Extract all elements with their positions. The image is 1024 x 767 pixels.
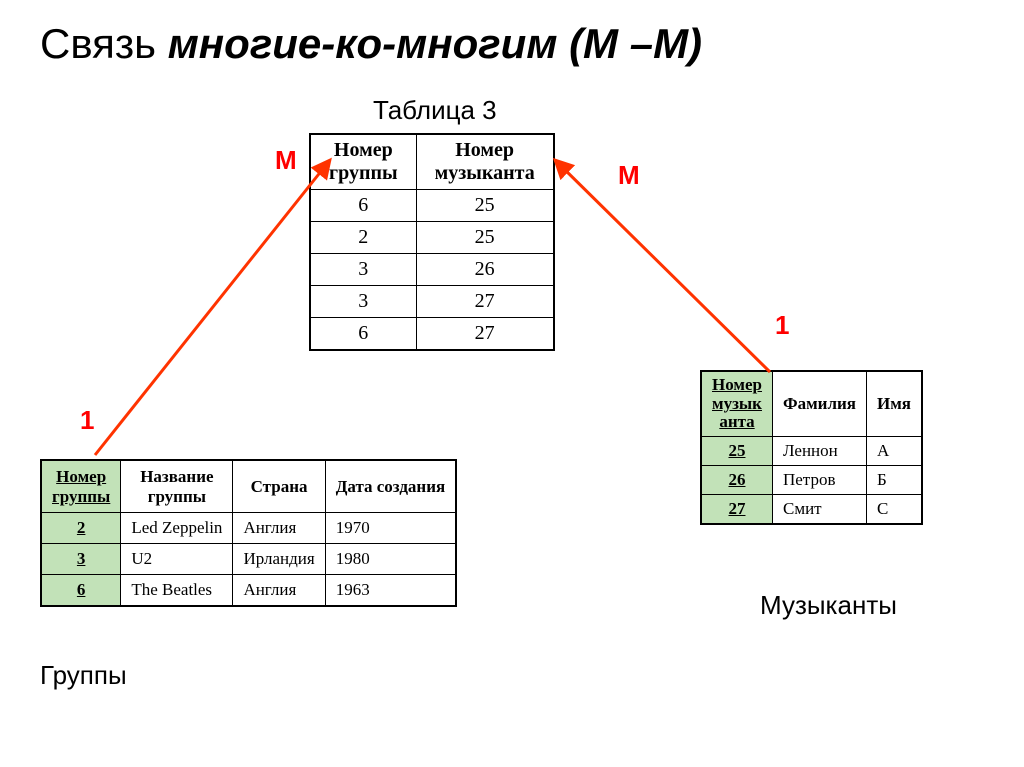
table-row: 6 25 <box>310 190 554 222</box>
table-row: 26 Петров Б <box>701 466 922 495</box>
table-row: 25 Леннон А <box>701 437 922 466</box>
junction-col-0: Номергруппы <box>310 134 416 190</box>
groups-caption: Группы <box>40 660 127 691</box>
junction-table: Номергруппы Номермузыканта 6 25 2 25 3 2… <box>309 133 555 351</box>
table-row: 6 The Beatles Англия 1963 <box>41 575 456 607</box>
table-row: 2 25 <box>310 222 554 254</box>
table-row: 6 27 <box>310 318 554 351</box>
table-row: 27 Смит С <box>701 495 922 525</box>
groups-col-0: Номергруппы <box>41 460 121 513</box>
groups-col-3: Дата создания <box>325 460 456 513</box>
table-row: 3 26 <box>310 254 554 286</box>
musicians-col-0: Номермузыканта <box>701 371 772 437</box>
musicians-caption: Музыканты <box>760 590 897 621</box>
junction-col-1: Номермузыканта <box>416 134 554 190</box>
slide-title: Связь многие-ко-многим (М –М) <box>40 20 702 68</box>
groups-col-1: Названиегруппы <box>121 460 233 513</box>
table-row: 3 27 <box>310 286 554 318</box>
cardinality-right-m: М <box>618 160 640 191</box>
junction-table-caption: Таблица 3 <box>373 95 497 126</box>
groups-table: Номергруппы Названиегруппы Страна Дата с… <box>40 459 457 607</box>
arrow-left <box>95 160 330 455</box>
arrow-right <box>555 160 770 372</box>
title-plain: Связь <box>40 20 156 67</box>
table-row: 2 Led Zeppelin Англия 1970 <box>41 513 456 544</box>
title-italic: многие-ко-многим (М –М) <box>168 20 702 67</box>
cardinality-right-1: 1 <box>775 310 789 341</box>
cardinality-left-1: 1 <box>80 405 94 436</box>
cardinality-left-m: М <box>275 145 297 176</box>
musicians-col-1: Фамилия <box>772 371 866 437</box>
musicians-table: Номермузыканта Фамилия Имя 25 Леннон А 2… <box>700 370 923 525</box>
table-row: 3 U2 Ирландия 1980 <box>41 544 456 575</box>
musicians-col-2: Имя <box>867 371 923 437</box>
groups-col-2: Страна <box>233 460 325 513</box>
